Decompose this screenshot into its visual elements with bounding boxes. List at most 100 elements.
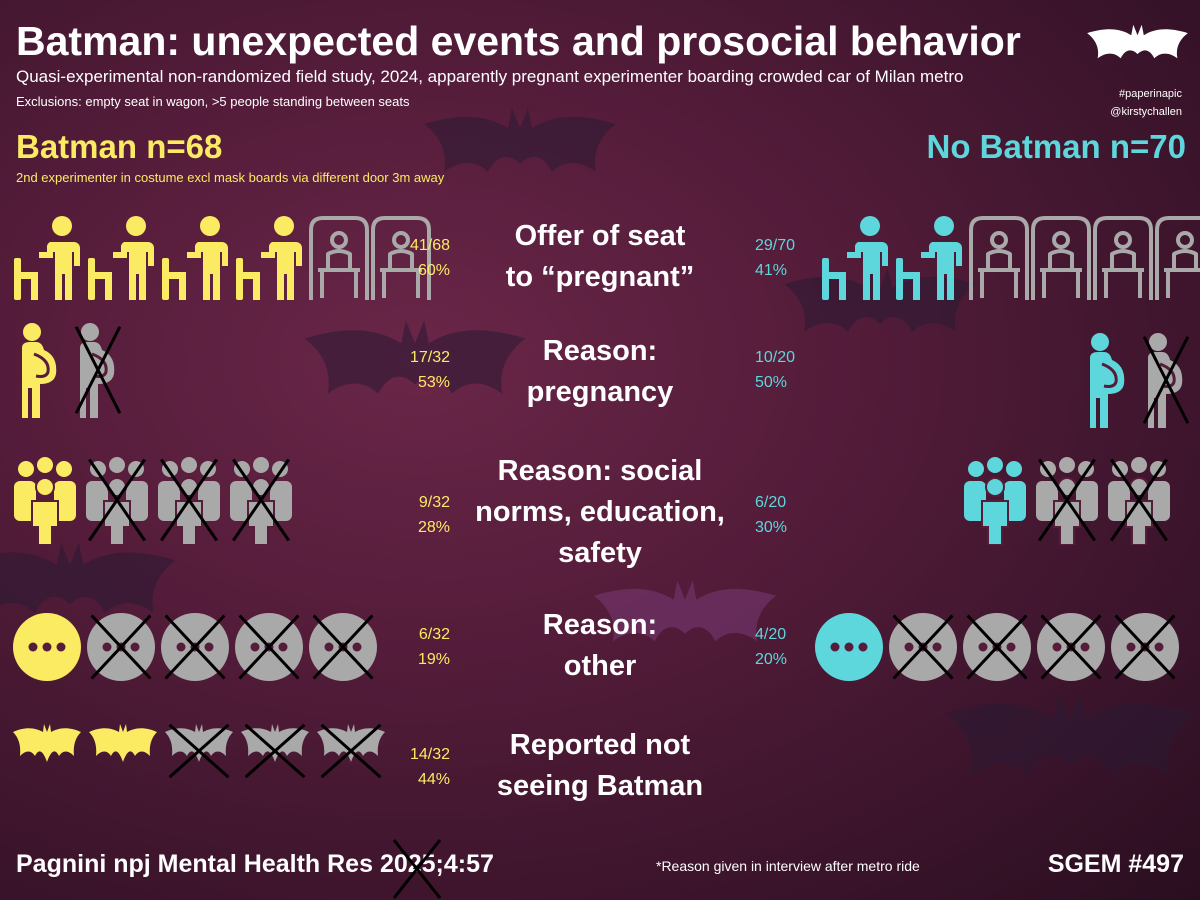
batman-pregnancy-stat: 17/32 53% <box>390 345 450 395</box>
ellipsis-circle-icon <box>889 613 957 681</box>
row-label-line: Offer of seat <box>514 220 686 252</box>
empty-seat-icon <box>309 216 369 300</box>
row-label-line: Reported not <box>509 729 691 761</box>
row-label-line: Reason: social <box>497 455 703 487</box>
pregnant-woman-icon <box>74 323 122 418</box>
cross-mark-icon <box>392 839 442 899</box>
row-label-pregnancy: Reason: pregnancy <box>470 331 730 413</box>
person-offering-seat-icon <box>88 216 154 300</box>
hashtag: #paperinapic <box>1119 88 1182 100</box>
empty-seat-icon <box>371 216 431 300</box>
batman-seat-percent: 60% <box>417 262 450 279</box>
no-batman-seat-stat: 29/70 41% <box>755 233 815 283</box>
bat-icon <box>89 724 157 762</box>
empty-seat-icon <box>1155 216 1200 300</box>
pregnant-woman-icon <box>22 323 57 418</box>
ellipsis-circle-icon <box>235 613 303 681</box>
empty-seat-icon <box>969 216 1029 300</box>
batman-other-fraction: 6/32 <box>418 626 450 643</box>
batman-social-stat: 9/32 28% <box>390 490 450 540</box>
group-of-people-icon <box>964 457 1026 545</box>
no-batman-pregnancy-fraction: 10/20 <box>755 349 796 366</box>
background-bat-icon <box>424 108 616 172</box>
ellipsis-circle-icon <box>309 613 377 681</box>
batman-group-note: 2nd experimenter in costume excl mask bo… <box>16 170 445 185</box>
bat-icon <box>241 723 309 779</box>
batman-other-icons <box>12 612 382 682</box>
batman-not-seeing-fraction: 14/32 <box>409 746 450 763</box>
no-batman-seat-icons <box>820 214 1200 300</box>
no-batman-other-percent: 20% <box>755 651 788 668</box>
empty-seat-icon <box>1031 216 1091 300</box>
row-label-line: safety <box>558 537 642 569</box>
person-offering-seat-icon <box>162 216 228 300</box>
ellipsis-circle-icon <box>815 613 883 681</box>
group-of-people-icon <box>1108 457 1170 545</box>
person-offering-seat-icon <box>236 216 302 300</box>
group-of-people-icon <box>86 457 148 545</box>
author-handle: @kirstychallen <box>1110 106 1182 118</box>
batman-not-seeing-percent: 44% <box>417 771 450 788</box>
row-label-social: Reason: social norms, education, safety <box>470 451 730 574</box>
no-batman-social-icons <box>962 455 1178 545</box>
no-batman-pregnancy-icons <box>1082 332 1198 428</box>
group-of-people-icon <box>230 457 292 545</box>
no-batman-seat-fraction: 29/70 <box>755 237 796 254</box>
batman-group-header: Batman n=68 <box>16 128 223 165</box>
batman-other-percent: 19% <box>417 651 450 668</box>
row-label-other: Reason: other <box>470 605 730 687</box>
batman-not-seeing-stat: 14/32 44% <box>390 742 450 792</box>
background-bat-icon <box>945 692 1195 776</box>
ellipsis-circle-icon <box>87 613 155 681</box>
ellipsis-circle-icon <box>13 613 81 681</box>
no-batman-pregnancy-percent: 50% <box>755 374 788 391</box>
batman-logo-icon <box>1087 24 1188 59</box>
ellipsis-circle-icon <box>1111 613 1179 681</box>
person-offering-seat-icon <box>822 216 888 300</box>
row-label-line: Reason: <box>542 335 658 367</box>
ellipsis-circle-icon <box>963 613 1031 681</box>
row-label-offer-seat: Offer of seat to “pregnant” <box>470 216 730 298</box>
batman-pregnancy-percent: 53% <box>417 374 450 391</box>
bat-icon <box>13 724 81 762</box>
pregnant-woman-icon <box>1142 333 1190 428</box>
batman-seat-stat: 41/68 60% <box>390 233 450 283</box>
batman-not-seeing-icons <box>12 722 392 780</box>
batman-seat-icons <box>12 214 432 300</box>
page-subtitle: Quasi-experimental non-randomized field … <box>16 67 964 86</box>
batman-social-percent: 28% <box>417 519 450 536</box>
row-label-line: seeing Batman <box>496 770 704 802</box>
footnote: *Reason given in interview after metro r… <box>656 858 920 874</box>
no-batman-other-icons <box>814 612 1184 682</box>
empty-seat-icon <box>1093 216 1153 300</box>
row-label-not-seeing: Reported not seeing Batman <box>470 725 730 807</box>
no-batman-social-percent: 30% <box>755 519 788 536</box>
row-label-line: other <box>563 650 637 682</box>
batman-pregnancy-icons <box>14 322 130 418</box>
person-offering-seat-icon <box>896 216 962 300</box>
ellipsis-circle-icon <box>1037 613 1105 681</box>
batman-social-fraction: 9/32 <box>418 494 450 511</box>
person-offering-seat-icon <box>14 216 80 300</box>
row-label-line: norms, education, <box>475 496 725 528</box>
no-batman-social-stat: 6/20 30% <box>755 490 815 540</box>
row-label-line: pregnancy <box>526 376 674 408</box>
row-label-line: Reason: <box>542 609 658 641</box>
group-of-people-icon <box>1036 457 1098 545</box>
episode-number: SGEM #497 <box>1047 850 1184 878</box>
no-batman-pregnancy-stat: 10/20 50% <box>755 345 815 395</box>
page-title: Batman: unexpected events and prosocial … <box>16 18 1021 64</box>
bat-icon <box>317 723 385 779</box>
group-of-people-icon <box>14 457 76 545</box>
bat-icon <box>165 723 233 779</box>
no-batman-social-fraction: 6/20 <box>755 494 787 511</box>
pregnant-woman-icon <box>1090 333 1125 428</box>
no-batman-other-fraction: 4/20 <box>755 626 787 643</box>
batman-other-stat: 6/32 19% <box>390 622 450 672</box>
ellipsis-circle-icon <box>161 613 229 681</box>
no-batman-other-stat: 4/20 20% <box>755 622 815 672</box>
group-of-people-icon <box>158 457 220 545</box>
row-label-line: to “pregnant” <box>505 261 695 293</box>
no-batman-seat-percent: 41% <box>755 262 788 279</box>
batman-social-icons <box>12 455 300 545</box>
